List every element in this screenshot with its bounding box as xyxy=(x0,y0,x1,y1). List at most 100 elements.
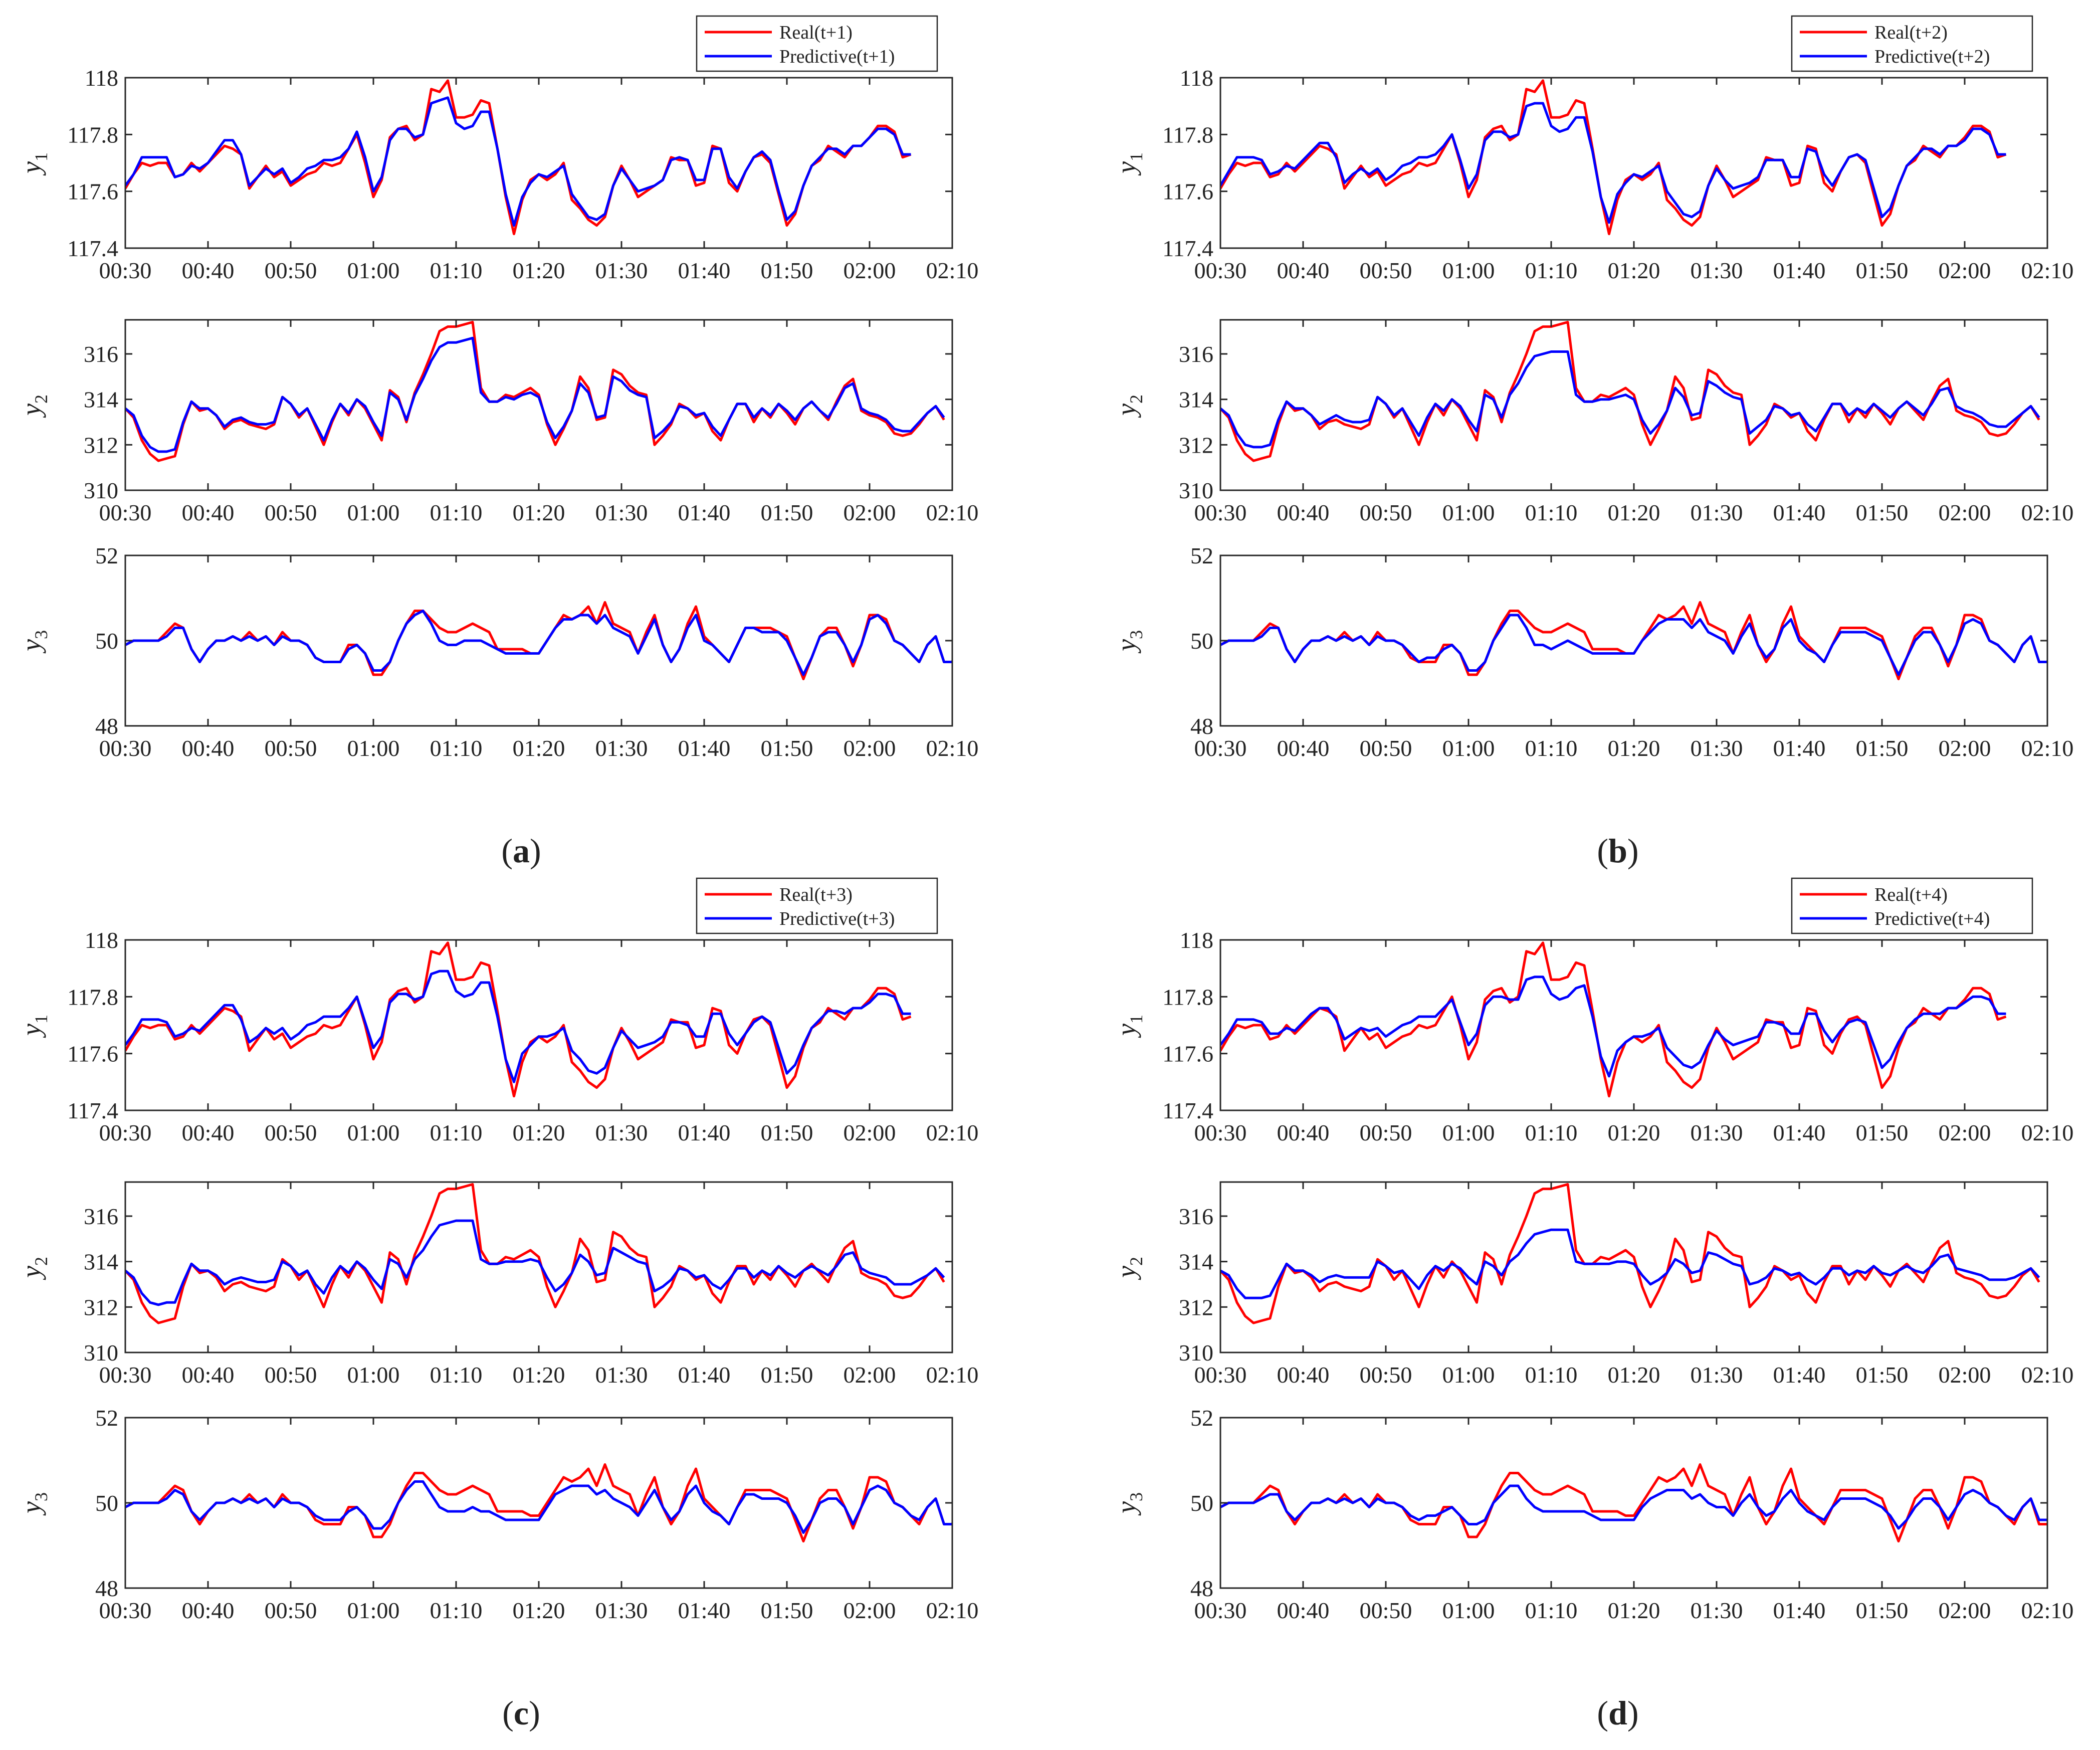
legend-box xyxy=(1791,15,2033,72)
x-tick-label: 01:20 xyxy=(1608,500,1660,525)
x-tick-label: 00:30 xyxy=(1194,1120,1247,1145)
caption-open: ( xyxy=(502,1694,514,1732)
caption-close: ) xyxy=(1627,832,1639,870)
x-tick-label: 01:10 xyxy=(1525,1120,1578,1145)
y-tick-label: 117.4 xyxy=(67,236,118,261)
x-tick-label: 01:50 xyxy=(1856,500,1909,525)
y-axis-label: y1 xyxy=(16,152,51,176)
caption-open: ( xyxy=(501,832,513,870)
x-tick-label: 02:10 xyxy=(2021,258,2074,283)
x-tick-label: 00:40 xyxy=(1277,1120,1330,1145)
real-series-line xyxy=(1220,79,2007,236)
x-tick-label: 01:20 xyxy=(1608,1120,1660,1145)
x-tick-label: 01:40 xyxy=(678,735,731,761)
y-axis-label: y1 xyxy=(1111,1015,1146,1038)
y-tick-label: 314 xyxy=(1179,387,1213,413)
y-axis-label-main: y xyxy=(16,161,46,176)
x-tick-label: 01:00 xyxy=(1442,1598,1495,1623)
y-axis-label-subscript: 3 xyxy=(1126,1492,1146,1501)
panel-caption: (b) xyxy=(1597,832,1638,870)
x-tick-label: 00:50 xyxy=(1360,258,1412,283)
caption-open: ( xyxy=(1597,1694,1608,1732)
x-tick-label: 00:50 xyxy=(1360,1362,1412,1388)
y-axis-label-subscript: 1 xyxy=(1126,152,1146,161)
real-series-line xyxy=(1220,321,2040,462)
predictive-series-line xyxy=(125,969,911,1083)
x-tick-label: 01:50 xyxy=(761,1120,813,1145)
y-tick-label: 117.8 xyxy=(1162,122,1213,147)
x-tick-label: 01:10 xyxy=(430,735,483,761)
y-tick-label: 117.6 xyxy=(67,1041,118,1067)
y-tick-label: 117.4 xyxy=(1162,236,1213,261)
x-tick-label: 01:30 xyxy=(1691,1362,1743,1388)
x-tick-label: 00:40 xyxy=(182,1120,235,1145)
x-tick-label: 02:10 xyxy=(926,735,979,761)
y-axis-label-main: y xyxy=(1111,404,1141,418)
x-tick-label: 00:30 xyxy=(1194,735,1247,761)
x-tick-label: 01:40 xyxy=(1773,1598,1826,1623)
y-axis-label: y2 xyxy=(16,1257,51,1280)
x-tick-label: 01:00 xyxy=(347,1362,400,1388)
axes-box xyxy=(124,77,953,249)
x-tick-label: 00:30 xyxy=(99,735,152,761)
real-series-line xyxy=(1220,1463,2047,1542)
y-axis-label-main: y xyxy=(1111,1024,1141,1038)
x-tick-label: 01:00 xyxy=(1442,1362,1495,1388)
x-tick-label: 01:00 xyxy=(347,735,400,761)
caption-letter: b xyxy=(1608,832,1627,870)
real-series-line xyxy=(125,941,912,1098)
legend-real-label: Real(t+4) xyxy=(1874,884,1948,905)
x-tick-label: 01:20 xyxy=(513,1120,565,1145)
x-tick-label: 01:40 xyxy=(678,1598,731,1623)
legend-box xyxy=(1791,877,2033,934)
caption-letter: d xyxy=(1608,1694,1627,1732)
x-tick-label: 02:00 xyxy=(844,258,896,283)
y-axis-label-subscript: 2 xyxy=(31,395,51,404)
real-series-line xyxy=(1220,1183,2040,1324)
y-axis-label-main: y xyxy=(1111,1266,1141,1280)
y-tick-label: 312 xyxy=(1179,1294,1213,1320)
caption-letter: a xyxy=(513,832,530,870)
x-tick-label: 01:20 xyxy=(1608,735,1660,761)
x-tick-label: 01:00 xyxy=(347,1120,400,1145)
x-tick-label: 02:10 xyxy=(2021,1598,2074,1623)
y-axis-label-subscript: 3 xyxy=(1126,630,1146,639)
y-tick-label: 117.8 xyxy=(67,122,118,147)
y-axis-label-subscript: 3 xyxy=(31,630,51,639)
y-tick-label: 52 xyxy=(1190,1405,1213,1431)
x-tick-label: 00:30 xyxy=(99,1120,152,1145)
x-tick-label: 01:30 xyxy=(595,500,648,525)
x-tick-label: 02:10 xyxy=(2021,500,2074,525)
y-tick-label: 314 xyxy=(1179,1249,1213,1275)
x-tick-label: 00:30 xyxy=(1194,258,1247,283)
x-tick-label: 02:00 xyxy=(1939,1598,1991,1623)
predictive-series-line xyxy=(125,1219,945,1306)
x-tick-label: 01:30 xyxy=(595,735,648,761)
axes-box xyxy=(124,939,953,1111)
x-tick-label: 02:10 xyxy=(926,258,979,283)
legend-real-label: Real(t+1) xyxy=(779,22,853,43)
x-tick-label: 01:10 xyxy=(1525,1598,1578,1623)
y-tick-label: 117.6 xyxy=(1162,1041,1213,1067)
legend-predictive-label: Predictive(t+4) xyxy=(1874,908,1990,929)
y-tick-label: 314 xyxy=(84,1249,118,1275)
panel-caption: (a) xyxy=(501,832,541,870)
x-tick-label: 01:40 xyxy=(678,500,731,525)
y-tick-label: 312 xyxy=(84,1294,118,1320)
y-tick-label: 316 xyxy=(1179,341,1213,367)
x-tick-label: 02:10 xyxy=(926,1598,979,1623)
panel-c: 117.4 117.6 117.8 118 00:30 00:40 00:50 01:00 01… xyxy=(16,877,979,1732)
x-tick-label: 00:30 xyxy=(1194,500,1247,525)
x-tick-label: 01:50 xyxy=(761,735,813,761)
real-series-line xyxy=(1220,941,2007,1098)
x-tick-label: 01:10 xyxy=(1525,1362,1578,1388)
y-axis-label-subscript: 1 xyxy=(1126,1015,1146,1024)
x-tick-label: 00:50 xyxy=(265,735,317,761)
x-tick-label: 00:50 xyxy=(1360,500,1412,525)
x-tick-label: 02:10 xyxy=(926,1120,979,1145)
caption-close: ) xyxy=(1627,1694,1639,1732)
x-tick-label: 02:10 xyxy=(2021,735,2074,761)
y-tick-label: 310 xyxy=(84,1340,118,1366)
y-tick-label: 117.6 xyxy=(67,179,118,205)
x-tick-label: 00:40 xyxy=(1277,258,1330,283)
